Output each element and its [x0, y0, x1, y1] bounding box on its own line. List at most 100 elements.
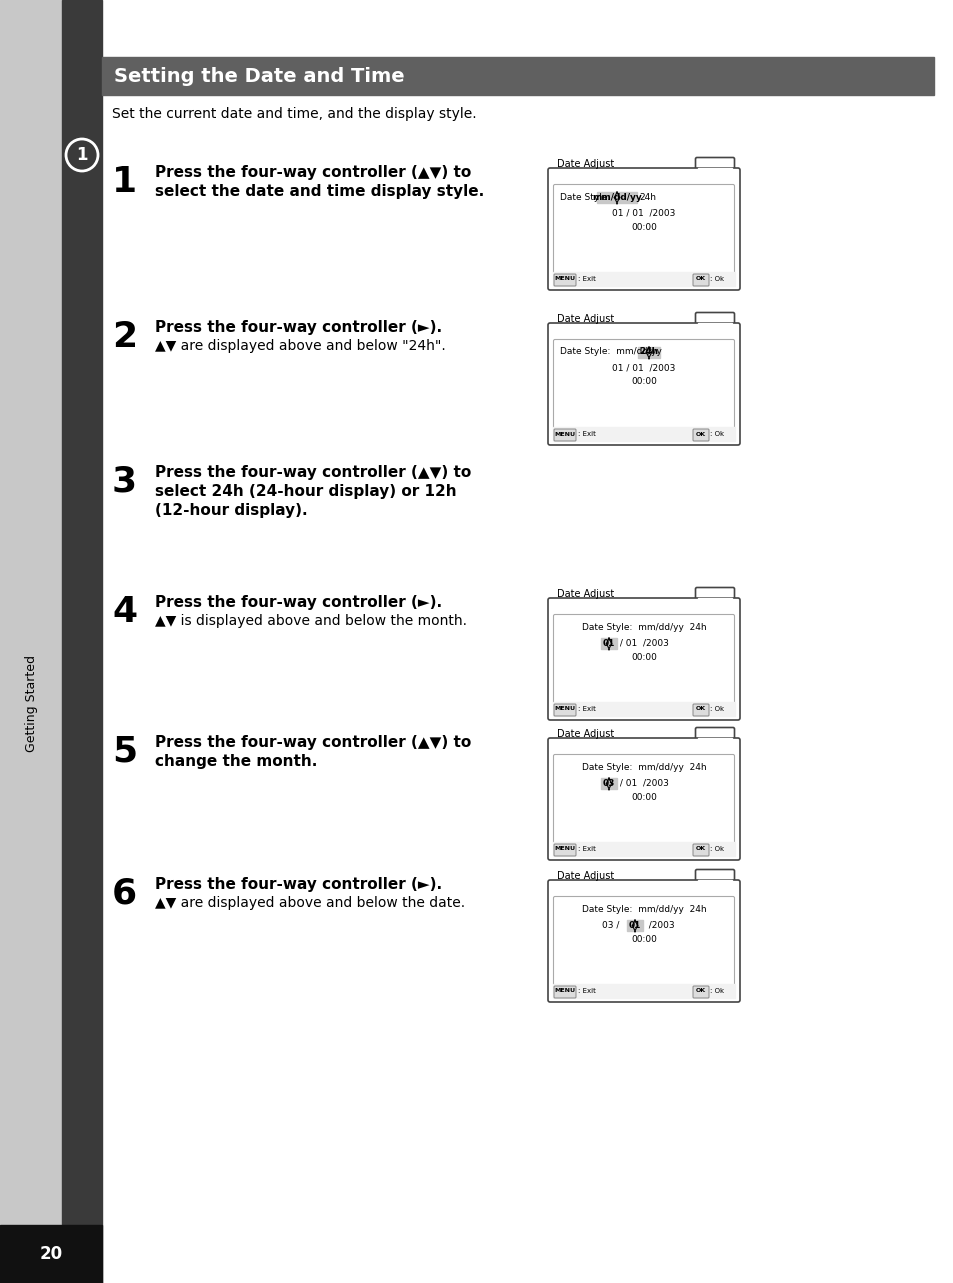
Text: Date Adjust: Date Adjust [557, 589, 614, 599]
Text: : Exit: : Exit [578, 431, 596, 438]
Text: : Ok: : Ok [709, 988, 723, 994]
Bar [600, 638, 617, 649]
Text: 4: 4 [112, 595, 137, 629]
Text: : Exit: : Exit [578, 706, 596, 712]
Text: ▲▼ is displayed above and below the month.: ▲▼ is displayed above and below the mont… [154, 615, 467, 627]
Text: MENU: MENU [554, 988, 575, 993]
Text: 1: 1 [112, 166, 137, 199]
Text: Date Adjust: Date Adjust [557, 729, 614, 739]
Text: OK: OK [695, 277, 705, 281]
FancyBboxPatch shape [553, 340, 734, 429]
Text: Date Style:  mm/dd/yy  24h: Date Style: mm/dd/yy 24h [581, 905, 705, 913]
Text: 6: 6 [112, 878, 137, 911]
FancyBboxPatch shape [553, 754, 734, 843]
Text: 00:00: 00:00 [630, 793, 657, 802]
FancyBboxPatch shape [547, 168, 740, 290]
Text: OK: OK [695, 988, 705, 993]
Text: MENU: MENU [554, 277, 575, 281]
FancyBboxPatch shape [553, 185, 734, 273]
Text: 3: 3 [112, 464, 137, 499]
FancyBboxPatch shape [554, 844, 576, 856]
Text: ▲▼ are displayed above and below the date.: ▲▼ are displayed above and below the dat… [154, 896, 465, 910]
Bar [698, 323, 731, 326]
Text: : Exit: : Exit [578, 276, 596, 282]
Text: : Ok: : Ok [709, 276, 723, 282]
Text: Date Style:  mm/dd/yy  24h: Date Style: mm/dd/yy 24h [581, 762, 705, 771]
Text: Date Style:: Date Style: [559, 192, 613, 201]
Bar [0, 1225, 102, 1283]
Text: 03 /: 03 / [601, 920, 621, 929]
Bar [0, 0, 62, 1283]
Bar [626, 920, 642, 931]
Text: 00:00: 00:00 [630, 222, 657, 231]
FancyBboxPatch shape [554, 704, 576, 716]
Text: 01: 01 [602, 639, 615, 648]
Circle shape [66, 139, 98, 171]
FancyBboxPatch shape [553, 897, 734, 985]
Bar [698, 168, 731, 171]
Bar [597, 192, 637, 203]
Text: Press the four-way controller (▲▼) to: Press the four-way controller (▲▼) to [154, 464, 471, 480]
Text: MENU: MENU [554, 707, 575, 712]
FancyBboxPatch shape [695, 588, 734, 603]
Text: OK: OK [695, 847, 705, 852]
Text: Press the four-way controller (▲▼) to: Press the four-way controller (▲▼) to [154, 166, 471, 180]
Text: : Ok: : Ok [709, 845, 723, 852]
Text: 00:00: 00:00 [630, 653, 657, 662]
Text: 01 / 01  /2003: 01 / 01 /2003 [612, 209, 675, 218]
Text: MENU: MENU [554, 847, 575, 852]
Text: 01: 01 [628, 920, 640, 929]
Bar [553, 842, 734, 856]
Text: mm/dd/yy: mm/dd/yy [592, 192, 641, 201]
Text: 01 / 01  /2003: 01 / 01 /2003 [612, 363, 675, 372]
FancyBboxPatch shape [695, 158, 734, 172]
Text: / 01  /2003: / 01 /2003 [617, 779, 668, 788]
Text: Setting the Date and Time: Setting the Date and Time [113, 67, 404, 86]
Text: 03: 03 [602, 779, 615, 788]
Text: 2: 2 [112, 319, 137, 354]
FancyBboxPatch shape [695, 870, 734, 884]
Text: / 01  /2003: / 01 /2003 [617, 639, 668, 648]
Bar [638, 346, 659, 358]
Text: Date Adjust: Date Adjust [557, 159, 614, 169]
Text: Press the four-way controller (►).: Press the four-way controller (►). [154, 319, 441, 335]
FancyBboxPatch shape [692, 275, 708, 286]
Text: Date Style:  mm/dd/yy  24h: Date Style: mm/dd/yy 24h [581, 622, 705, 631]
Text: select 24h (24-hour display) or 12h: select 24h (24-hour display) or 12h [154, 484, 456, 499]
Text: 1: 1 [76, 146, 88, 164]
Text: 00:00: 00:00 [630, 377, 657, 386]
Text: 5: 5 [112, 735, 137, 769]
Bar [698, 880, 731, 883]
FancyBboxPatch shape [554, 429, 576, 441]
Bar [698, 598, 731, 600]
FancyBboxPatch shape [547, 880, 740, 1002]
Text: Date Adjust: Date Adjust [557, 871, 614, 881]
Bar [553, 702, 734, 716]
Text: OK: OK [695, 707, 705, 712]
FancyBboxPatch shape [547, 323, 740, 445]
Bar [553, 984, 734, 998]
Text: /2003: /2003 [642, 920, 674, 929]
Text: (12-hour display).: (12-hour display). [154, 503, 307, 518]
Text: MENU: MENU [554, 431, 575, 436]
Text: OK: OK [695, 431, 705, 436]
FancyBboxPatch shape [695, 727, 734, 743]
FancyBboxPatch shape [547, 598, 740, 720]
Bar [553, 427, 734, 441]
Text: Date Adjust: Date Adjust [557, 314, 614, 325]
Text: Getting Started: Getting Started [26, 654, 38, 752]
Text: 00:00: 00:00 [630, 934, 657, 943]
Bar [698, 738, 731, 742]
FancyBboxPatch shape [695, 313, 734, 327]
Text: 24h: 24h [639, 348, 658, 357]
Text: select the date and time display style.: select the date and time display style. [154, 183, 484, 199]
Bar [600, 777, 617, 789]
Text: : Ok: : Ok [709, 431, 723, 438]
Text: Set the current date and time, and the display style.: Set the current date and time, and the d… [112, 106, 476, 121]
Text: 24h: 24h [639, 192, 656, 201]
FancyBboxPatch shape [692, 704, 708, 716]
Text: change the month.: change the month. [154, 754, 317, 769]
Text: : Exit: : Exit [578, 988, 596, 994]
Text: Press the four-way controller (►).: Press the four-way controller (►). [154, 878, 441, 892]
Text: : Ok: : Ok [709, 706, 723, 712]
